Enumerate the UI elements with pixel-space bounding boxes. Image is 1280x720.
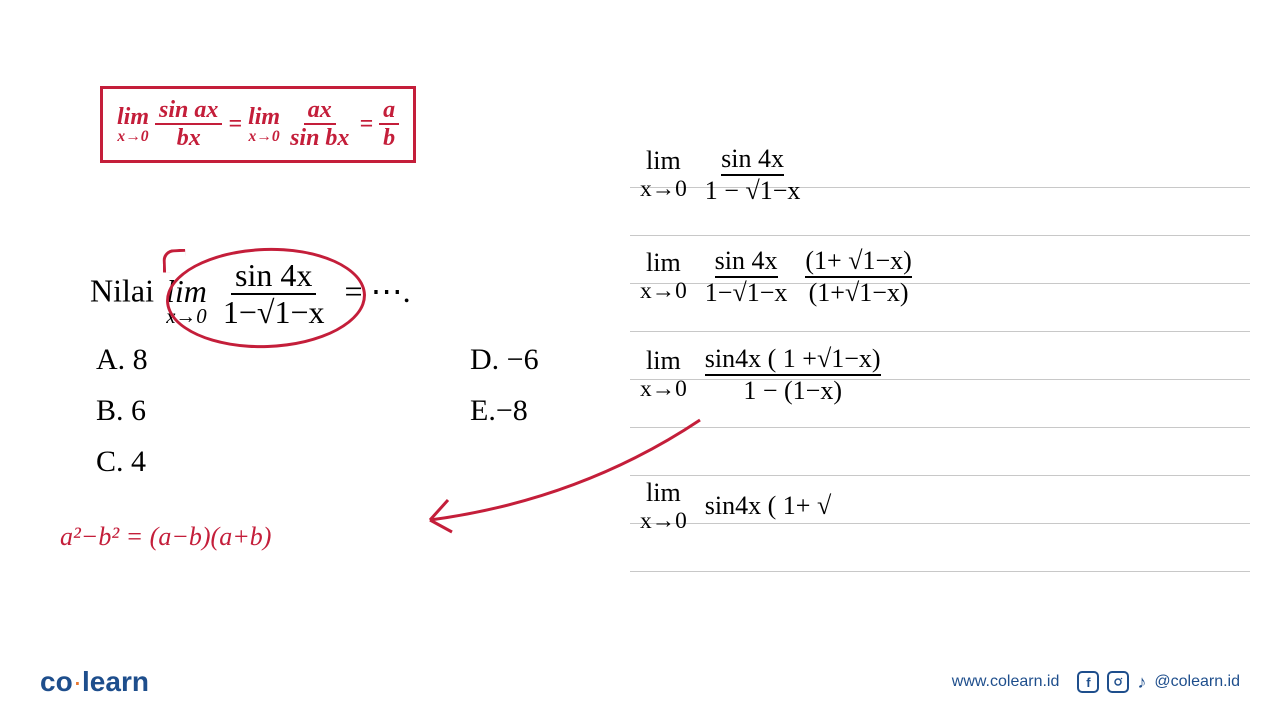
formula-frac1-num: sin ax [155, 97, 222, 125]
footer-handle: @colearn.id [1154, 673, 1240, 691]
facebook-icon: f [1077, 671, 1099, 693]
w3-sub: x→0 [640, 376, 687, 403]
w4-lim: lim [646, 478, 681, 508]
problem-label: Nilai [90, 273, 154, 309]
footer-url: www.colearn.id [952, 673, 1060, 691]
w3-lim: lim [646, 346, 681, 376]
note-text: a²−b² = (a−b)(a+b) [60, 522, 271, 551]
w2-lim: lim [646, 248, 681, 278]
w1-lim: lim [646, 146, 681, 176]
w2b-den: (1+√1−x) [809, 278, 909, 308]
option-e: E.−8 [470, 385, 539, 436]
options-right: D. −6 E.−8 [470, 334, 539, 436]
w1-den: 1 − √1−x [705, 176, 801, 206]
formula-sub1: x→0 [117, 129, 148, 145]
problem-eq: = ⋯. [345, 273, 411, 309]
formula-frac3-num: a [379, 97, 399, 125]
w3-num: sin4x ( 1 +√1−x) [705, 344, 881, 376]
difference-of-squares-note: a²−b² = (a−b)(a+b) [60, 522, 271, 552]
footer: co·learn www.colearn.id f ♪ @colearn.id [0, 666, 1280, 698]
work-step-3: lim x→0 sin4x ( 1 +√1−x) 1 − (1−x) [640, 344, 881, 406]
problem-lim: lim [166, 275, 207, 307]
w1-sub: x→0 [640, 176, 687, 203]
w2a-num: sin 4x [715, 246, 778, 278]
work-step-1: lim x→0 sin 4x 1 − √1−x [640, 144, 800, 206]
logo-learn: learn [82, 666, 149, 697]
formula-frac2-num: ax [304, 97, 336, 125]
tiktok-icon: ♪ [1137, 672, 1146, 693]
problem-num: sin 4x [231, 258, 316, 295]
w2-sub: x→0 [640, 278, 687, 305]
w2a-den: 1−√1−x [705, 278, 788, 308]
option-d: D. −6 [470, 334, 539, 385]
problem-den: 1−√1−x [219, 295, 329, 330]
formula-lim1: lim [117, 105, 149, 129]
logo-co: co [40, 666, 73, 697]
formula-frac3-den: b [379, 125, 399, 151]
formula-lim2: lim [248, 105, 280, 129]
option-b: B. 6 [96, 385, 148, 436]
logo-dot: · [73, 666, 82, 697]
options-left: A. 8 B. 6 C. 4 [96, 334, 148, 487]
formula-eq2: = [359, 111, 373, 138]
w4-sub: x→0 [640, 508, 687, 535]
colearn-logo: co·learn [40, 666, 149, 698]
formula-eq1: = [228, 111, 242, 138]
option-c: C. 4 [96, 436, 148, 487]
limit-formula-box: lim x→0 sin ax bx = lim x→0 ax sin bx = … [100, 86, 416, 163]
w4-text: sin4x ( 1+ √ [705, 491, 831, 521]
instagram-icon [1107, 671, 1129, 693]
formula-sub2: x→0 [248, 129, 279, 145]
w3-den: 1 − (1−x) [743, 376, 842, 406]
problem-sub: x→0 [166, 307, 206, 328]
problem-statement: Nilai lim x→0 sin 4x 1−√1−x = ⋯. [90, 258, 411, 330]
formula-frac2-den: sin bx [286, 125, 353, 151]
w2b-num: (1+ √1−x) [805, 246, 911, 278]
option-a: A. 8 [96, 334, 148, 385]
w1-num: sin 4x [721, 144, 784, 176]
work-step-4: lim x→0 sin4x ( 1+ √ [640, 478, 831, 535]
formula-frac1-den: bx [173, 125, 205, 151]
work-step-2: lim x→0 sin 4x 1−√1−x (1+ √1−x) (1+√1−x) [640, 246, 912, 308]
